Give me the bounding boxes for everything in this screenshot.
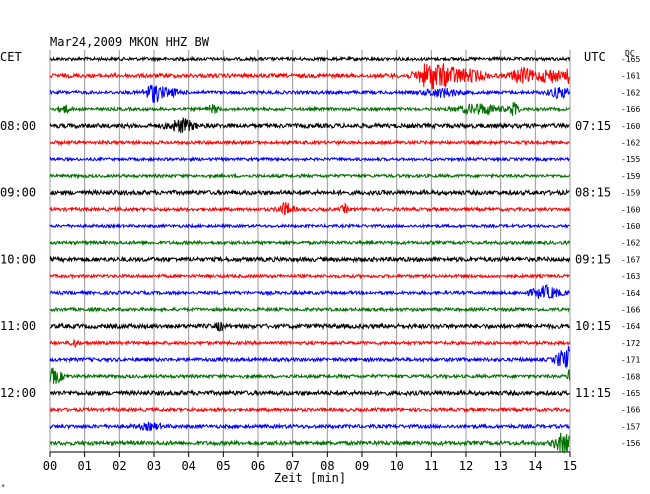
x-tick-label: 04 — [181, 459, 195, 473]
seismic-trace — [49, 55, 571, 63]
dc-offset-label: -171 — [621, 356, 640, 365]
seismic-trace — [49, 255, 571, 264]
dc-offset-label: -161 — [621, 72, 640, 81]
dc-offset-label: -166 — [621, 306, 640, 315]
right-timezone-label: UTC — [584, 50, 606, 64]
dc-offset-label: -160 — [621, 122, 640, 131]
x-tick-label: 14 — [528, 459, 542, 473]
seismic-trace — [49, 272, 570, 280]
x-tick-label: 09 — [355, 459, 369, 473]
x-tick-label: 13 — [493, 459, 507, 473]
seismic-trace — [49, 367, 571, 384]
x-tick-label: 05 — [216, 459, 230, 473]
seismic-trace — [49, 338, 571, 348]
x-tick-label: 08 — [320, 459, 334, 473]
dc-offset-labels: -165 -161 -162 -166 -160 -162 -155 -159 -159 -160… — [621, 55, 640, 448]
seismic-trace — [49, 306, 570, 314]
seismic-traces — [49, 55, 571, 454]
dc-offset-label: -167 — [621, 255, 640, 264]
dc-header-label: DC — [625, 49, 635, 58]
seismic-trace — [49, 388, 571, 397]
left-hour-label: 11:00 — [0, 319, 36, 333]
dc-offset-label: -155 — [621, 155, 640, 164]
dc-offset-label: -166 — [621, 406, 640, 415]
x-tick-label: 11 — [424, 459, 438, 473]
dc-offset-label: -165 — [621, 55, 640, 64]
seismic-trace — [49, 432, 571, 454]
seismic-trace — [49, 155, 570, 163]
dc-offset-label: -162 — [621, 139, 640, 148]
seismic-trace — [49, 172, 571, 180]
left-hour-label: 09:00 — [0, 186, 36, 200]
seismic-trace — [49, 421, 571, 432]
dc-offset-label: -159 — [621, 172, 640, 181]
seismic-trace — [49, 201, 571, 216]
seismic-trace — [49, 116, 570, 134]
seismic-trace — [49, 321, 571, 332]
right-hour-label: 07:15 — [575, 119, 611, 133]
seismic-trace — [49, 222, 570, 230]
x-tick-label: 06 — [251, 459, 265, 473]
x-tick-label: 02 — [112, 459, 126, 473]
dc-offset-label: -165 — [621, 389, 640, 398]
dc-offset-label: -156 — [621, 439, 640, 448]
chart-title: Mar24,2009 MKON HHZ BW — [50, 35, 210, 49]
dc-offset-label: -172 — [621, 339, 640, 348]
dc-offset-label: -164 — [621, 322, 640, 331]
left-hour-label: 08:00 — [0, 119, 36, 133]
left-hour-label: 12:00 — [0, 386, 36, 400]
seismic-trace — [49, 101, 570, 116]
right-hour-label: 08:15 — [575, 186, 611, 200]
seismic-trace — [49, 406, 571, 414]
right-hour-label: 10:15 — [575, 319, 611, 333]
left-hour-label: 10:00 — [0, 252, 36, 266]
x-tick-label: 12 — [459, 459, 473, 473]
footer-mark: * — [1, 483, 5, 491]
seismic-trace — [49, 84, 571, 103]
x-axis-tick-labels: 00 01 02 03 04 05 06 07 08 09 10 11 12 13 14 15 — [43, 459, 577, 473]
x-tick-label: 15 — [563, 459, 577, 473]
seismic-trace — [49, 138, 570, 146]
dc-offset-label: -166 — [621, 105, 640, 114]
seismic-trace — [49, 345, 571, 370]
dc-offset-label: -159 — [621, 189, 640, 198]
x-tick-label: 07 — [285, 459, 299, 473]
x-tick-label: 01 — [77, 459, 91, 473]
x-tick-label: 10 — [389, 459, 403, 473]
left-timezone-label: CET — [0, 50, 22, 64]
right-hour-label: 11:15 — [575, 386, 611, 400]
dc-offset-label: -164 — [621, 289, 640, 298]
hour-labels: 08:00 09:00 10:00 11:00 12:00 07:15 08:15 09:15… — [0, 119, 611, 400]
dc-offset-label: -160 — [621, 222, 640, 231]
right-hour-label: 09:15 — [575, 252, 611, 266]
x-axis-label: Zeit [min] — [274, 471, 346, 485]
seismic-trace — [49, 239, 571, 247]
seismic-trace — [49, 63, 571, 90]
time-grid — [49, 50, 571, 457]
dc-offset-label: -163 — [621, 272, 640, 281]
seismic-trace — [49, 188, 570, 197]
dc-offset-label: -168 — [621, 372, 640, 381]
dc-offset-label: -157 — [621, 422, 640, 431]
dc-offset-label: -162 — [621, 239, 640, 248]
dc-offset-label: -160 — [621, 205, 640, 214]
dc-offset-label: -162 — [621, 88, 640, 97]
seismic-trace — [49, 284, 570, 300]
x-tick-label: 00 — [43, 459, 57, 473]
x-tick-label: 03 — [147, 459, 161, 473]
